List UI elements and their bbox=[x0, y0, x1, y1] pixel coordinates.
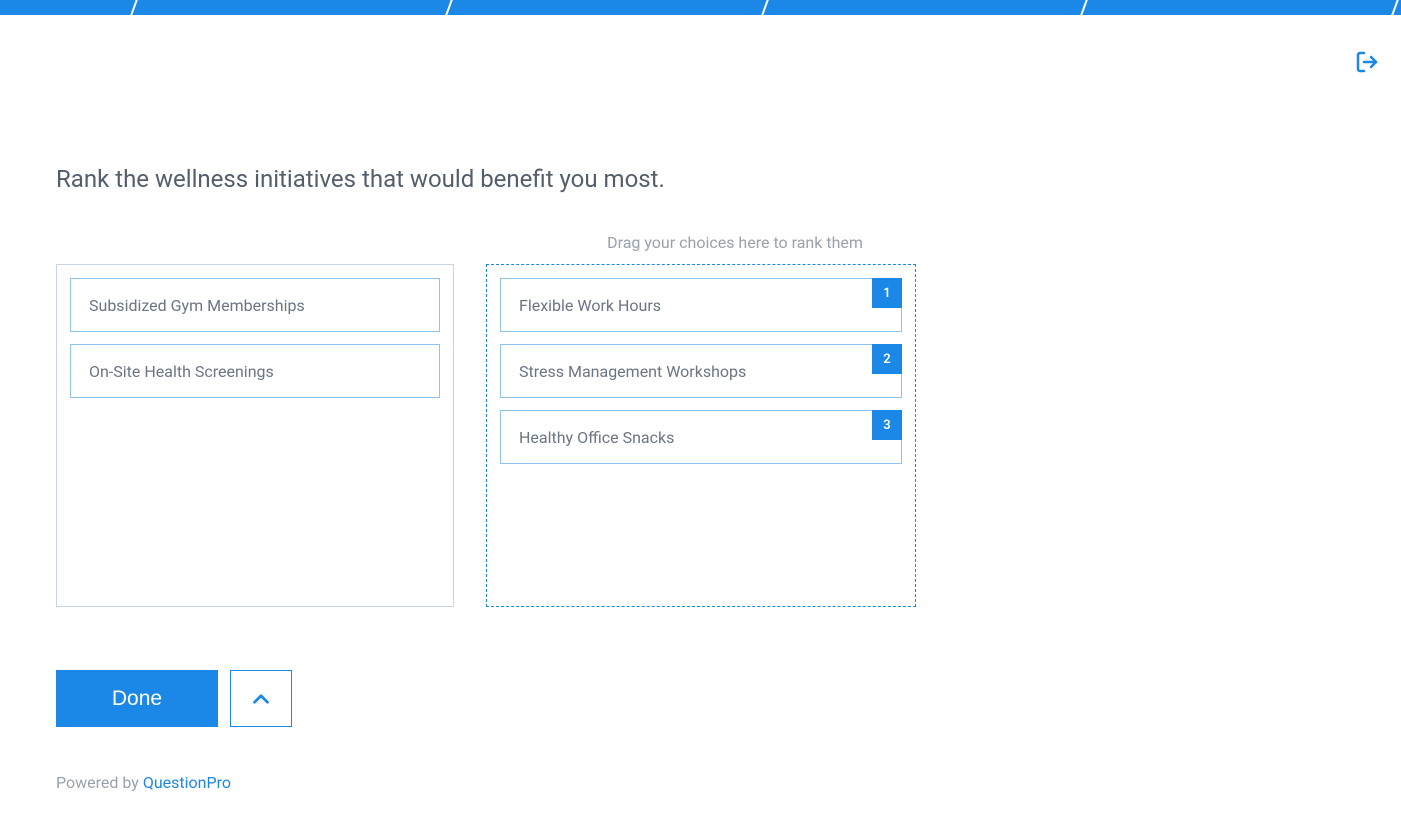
choice-label: Stress Management Workshops bbox=[519, 362, 746, 381]
done-button[interactable]: Done bbox=[56, 670, 218, 727]
rank-badge: 1 bbox=[872, 278, 902, 308]
progress-tick bbox=[1079, 0, 1089, 15]
rank-badge: 3 bbox=[872, 410, 902, 440]
question-title: Rank the wellness initiatives that would… bbox=[56, 165, 1345, 193]
rank-instruction: Drag your choices here to rank them bbox=[520, 233, 950, 252]
choice-label: Healthy Office Snacks bbox=[519, 428, 674, 447]
brand-link[interactable]: QuestionPro bbox=[143, 773, 231, 792]
rank-badge: 2 bbox=[872, 344, 902, 374]
exit-icon[interactable] bbox=[1355, 50, 1379, 78]
progress-tick bbox=[444, 0, 454, 15]
powered-by-prefix: Powered by bbox=[56, 773, 143, 792]
ranked-item[interactable]: Healthy Office Snacks 3 bbox=[500, 410, 902, 464]
ranked-item[interactable]: Flexible Work Hours 1 bbox=[500, 278, 902, 332]
ranked-item[interactable]: Stress Management Workshops 2 bbox=[500, 344, 902, 398]
choice-label: Subsidized Gym Memberships bbox=[89, 296, 305, 315]
ranked-choices-box[interactable]: Flexible Work Hours 1 Stress Management … bbox=[486, 264, 916, 607]
back-button[interactable] bbox=[230, 670, 292, 727]
choice-label: On-Site Health Screenings bbox=[89, 362, 274, 381]
chevron-up-icon bbox=[248, 686, 274, 712]
progress-tick bbox=[759, 0, 769, 15]
rank-container: Subsidized Gym Memberships On-Site Healt… bbox=[56, 264, 1345, 607]
progress-tick bbox=[129, 0, 139, 15]
source-choices-box[interactable]: Subsidized Gym Memberships On-Site Healt… bbox=[56, 264, 454, 607]
progress-bar bbox=[0, 0, 1401, 15]
choice-label: Flexible Work Hours bbox=[519, 296, 661, 315]
progress-tick bbox=[1390, 0, 1400, 15]
choice-item[interactable]: Subsidized Gym Memberships bbox=[70, 278, 440, 332]
powered-by: Powered by QuestionPro bbox=[56, 773, 231, 792]
choice-item[interactable]: On-Site Health Screenings bbox=[70, 344, 440, 398]
